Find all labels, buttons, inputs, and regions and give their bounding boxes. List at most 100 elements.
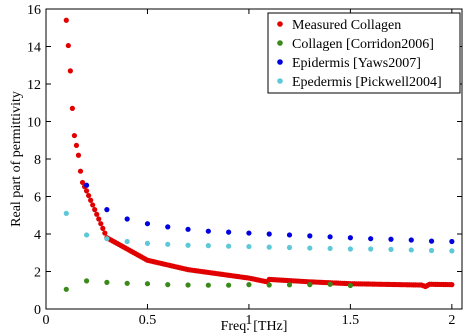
- legend-label: Measured Collagen: [292, 18, 401, 33]
- data-point: [104, 279, 110, 285]
- x-tick-label: 1.5: [342, 313, 360, 328]
- data-point: [69, 105, 75, 111]
- y-tick-label: 12: [27, 78, 41, 93]
- data-point: [83, 182, 90, 188]
- data-point: [347, 246, 353, 252]
- data-point: [185, 282, 191, 288]
- data-point: [88, 197, 94, 203]
- data-point: [286, 232, 293, 238]
- data-point: [104, 236, 110, 242]
- data-point: [165, 224, 171, 230]
- y-tick-label: 16: [27, 3, 41, 18]
- y-axis-label: Real part of permittivity: [9, 91, 24, 227]
- data-point: [83, 232, 90, 238]
- data-point: [124, 238, 130, 245]
- series-measured-collagen: [63, 17, 455, 290]
- data-point: [307, 233, 313, 239]
- data-point: [347, 235, 353, 241]
- data-point: [388, 246, 394, 252]
- data-point: [65, 42, 71, 49]
- data-point: [63, 286, 69, 292]
- legend-label: Epedermis [Pickwell2004]: [292, 75, 442, 90]
- x-tick-label: 1: [245, 313, 252, 328]
- data-point: [246, 282, 252, 288]
- data-point: [144, 281, 151, 287]
- legend-marker: [277, 59, 283, 65]
- data-point: [73, 142, 80, 149]
- data-point: [388, 236, 394, 242]
- data-point: [124, 216, 130, 222]
- data-point: [307, 282, 313, 288]
- data-point: [63, 210, 69, 216]
- y-tick-label: 14: [27, 41, 41, 56]
- data-point: [185, 226, 191, 232]
- legend-marker: [277, 21, 283, 27]
- legend-marker: [277, 78, 283, 84]
- data-point: [102, 230, 108, 236]
- data-point: [144, 240, 151, 246]
- x-axis-label: Freq. [THz]: [221, 319, 288, 333]
- data-point: [77, 168, 84, 174]
- data-point: [86, 192, 92, 199]
- data-point: [286, 282, 293, 288]
- chart-marks: [63, 17, 455, 292]
- data-point: [75, 152, 82, 158]
- x-tick-label: 0: [43, 313, 50, 328]
- data-point: [246, 243, 252, 250]
- data-point: [104, 207, 110, 213]
- y-tick-label: 6: [34, 191, 41, 206]
- series-collagen-corridon2006: [63, 278, 353, 292]
- data-point: [307, 245, 313, 251]
- data-point: [67, 68, 73, 74]
- data-point: [165, 241, 171, 247]
- data-point: [266, 231, 272, 237]
- data-point: [90, 202, 96, 208]
- data-point: [205, 228, 211, 234]
- data-point: [449, 238, 455, 245]
- data-point: [98, 221, 104, 227]
- data-point: [408, 247, 414, 253]
- data-point: [226, 282, 232, 288]
- data-point: [286, 244, 293, 251]
- data-point: [428, 247, 435, 254]
- data-point: [83, 188, 90, 194]
- y-tick-label: 2: [34, 266, 41, 281]
- data-point: [327, 245, 333, 252]
- series-epidermis-yaws2007: [83, 182, 455, 245]
- y-tick-label: 0: [34, 303, 41, 318]
- data-point: [96, 216, 102, 222]
- y-tick-label: 10: [27, 116, 41, 131]
- data-point: [408, 237, 414, 243]
- data-point: [266, 282, 272, 288]
- x-tick-label: 0.5: [139, 313, 157, 328]
- data-point: [266, 244, 272, 250]
- legend-label: Collagen [Corridon2006]: [292, 37, 434, 52]
- data-point: [205, 243, 211, 249]
- data-point: [79, 179, 86, 186]
- data-point: [327, 234, 333, 240]
- data-point: [92, 207, 98, 213]
- data-point: [185, 242, 191, 248]
- data-point: [226, 229, 232, 235]
- data-point: [428, 238, 435, 244]
- data-point: [144, 221, 151, 227]
- data-point: [63, 17, 69, 23]
- data-point: [347, 282, 353, 289]
- legend-box: [267, 12, 461, 94]
- legend-marker: [277, 40, 283, 46]
- y-tick-label: 4: [34, 228, 41, 243]
- y-tick-label: 8: [34, 153, 41, 168]
- data-point: [368, 236, 374, 242]
- axis-ticks: 0 0.5 1 1.5 2 0 2 4 6 8 10 12 14 16: [27, 3, 462, 328]
- data-point: [83, 278, 90, 284]
- legend-label: Epidermis [Yaws2007]: [292, 56, 421, 71]
- data-point: [226, 243, 232, 249]
- data-point: [165, 282, 171, 288]
- data-point: [327, 281, 333, 287]
- data-point: [246, 230, 252, 236]
- data-point: [449, 282, 455, 288]
- data-point: [368, 246, 374, 252]
- data-point: [205, 282, 211, 288]
- data-point: [94, 211, 100, 217]
